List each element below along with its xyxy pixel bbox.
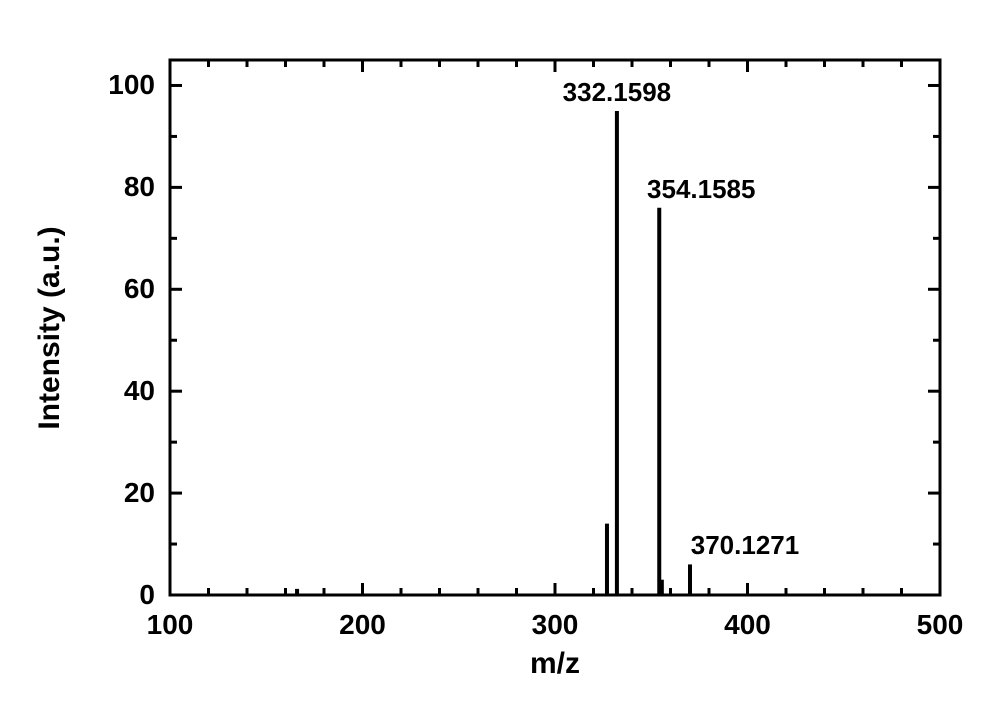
y-tick-label: 0 bbox=[100, 579, 155, 611]
y-axis-label: Intensity (a.u.) bbox=[33, 226, 67, 429]
x-axis-label: m/z bbox=[530, 647, 580, 681]
peak-label: 370.1271 bbox=[691, 530, 799, 561]
x-tick-label: 100 bbox=[147, 609, 194, 641]
x-tick-label: 400 bbox=[724, 609, 771, 641]
peak-label: 354.1585 bbox=[647, 174, 755, 205]
x-tick-label: 300 bbox=[532, 609, 579, 641]
y-tick-label: 40 bbox=[100, 375, 155, 407]
x-tick-label: 200 bbox=[339, 609, 386, 641]
y-tick-label: 60 bbox=[100, 273, 155, 305]
y-tick-label: 100 bbox=[100, 69, 155, 101]
y-tick-label: 80 bbox=[100, 171, 155, 203]
x-tick-label: 500 bbox=[917, 609, 964, 641]
y-tick-label: 20 bbox=[100, 477, 155, 509]
peak-label: 332.1598 bbox=[563, 77, 671, 108]
